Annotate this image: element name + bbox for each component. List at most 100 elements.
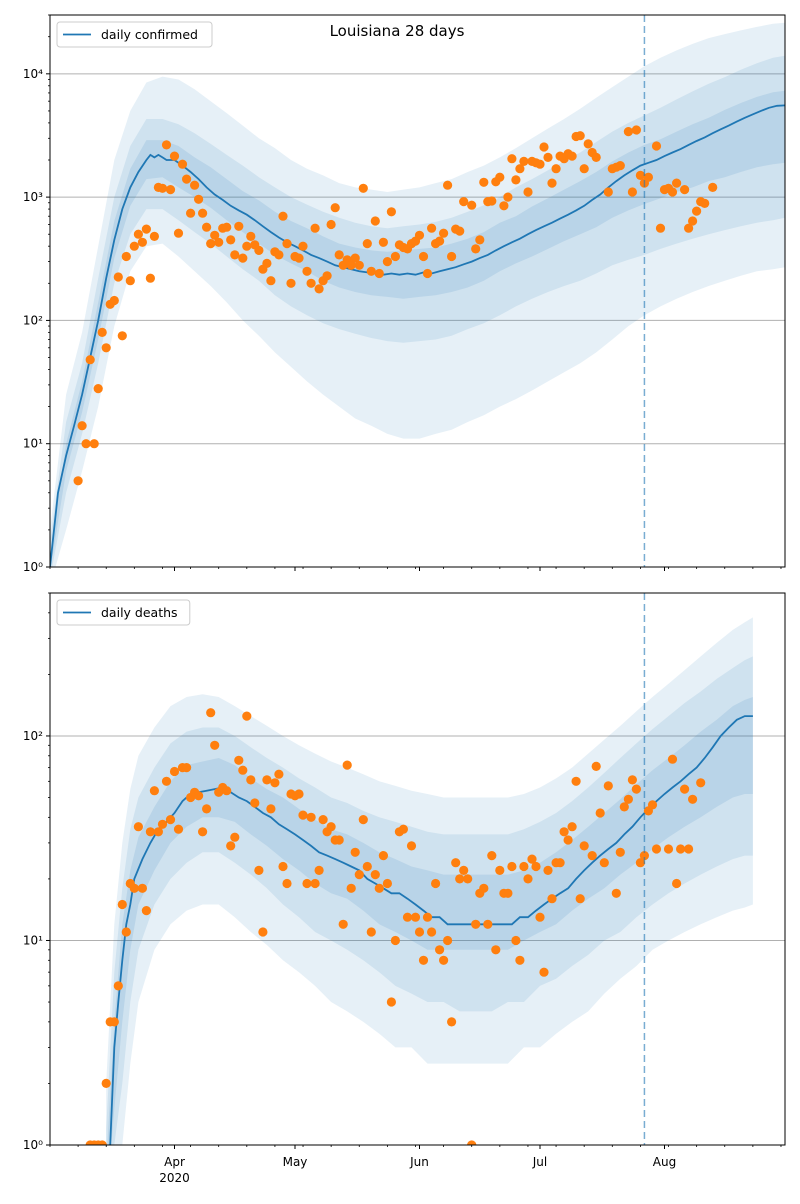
observed-point bbox=[230, 250, 240, 260]
observed-point bbox=[475, 235, 485, 245]
observed-point bbox=[282, 239, 292, 249]
observed-point bbox=[688, 794, 698, 804]
observed-point bbox=[595, 808, 605, 818]
observed-point bbox=[651, 844, 662, 854]
observed-point bbox=[362, 861, 372, 872]
x-year-label: 2020 bbox=[159, 1171, 190, 1185]
observed-point bbox=[579, 164, 589, 174]
observed-point bbox=[133, 229, 143, 239]
observed-point bbox=[615, 161, 625, 171]
band-95 bbox=[106, 617, 753, 1145]
observed-point bbox=[487, 851, 497, 861]
observed-point bbox=[503, 192, 513, 202]
observed-point bbox=[672, 178, 682, 188]
observed-point bbox=[555, 858, 565, 868]
observed-point bbox=[447, 1017, 457, 1027]
deaths-panel: 10⁰ 10¹ 10² Apr May Jun Jul Aug 2020 daily deaths bbox=[23, 592, 786, 1185]
observed-point bbox=[109, 295, 119, 306]
observed-point bbox=[169, 151, 180, 161]
axes-frame bbox=[49, 592, 786, 1146]
observed-point bbox=[206, 239, 216, 249]
observed-point bbox=[73, 476, 83, 486]
observed-point bbox=[314, 284, 324, 294]
observed-point bbox=[161, 776, 172, 786]
observed-point bbox=[688, 216, 698, 226]
observed-point bbox=[627, 775, 638, 785]
axes-frame bbox=[49, 14, 786, 568]
observed-point bbox=[173, 824, 184, 834]
observed-point bbox=[511, 175, 521, 185]
observed-point bbox=[511, 935, 521, 946]
observed-point bbox=[266, 804, 276, 814]
observed-point bbox=[214, 237, 224, 247]
observed-point bbox=[350, 847, 360, 857]
observed-point bbox=[149, 231, 159, 241]
observed-point bbox=[161, 140, 172, 150]
band-50 bbox=[107, 697, 753, 1145]
observed-point bbox=[398, 824, 408, 834]
observed-point bbox=[467, 1140, 477, 1145]
observed-point bbox=[145, 827, 155, 837]
observed-point bbox=[447, 251, 457, 262]
observed-point bbox=[551, 164, 561, 174]
observed-point bbox=[117, 331, 127, 341]
band-80 bbox=[50, 55, 785, 567]
observed-point bbox=[651, 141, 662, 151]
observed-point bbox=[298, 810, 308, 820]
observed-point bbox=[635, 170, 646, 180]
observed-point bbox=[591, 152, 601, 162]
observed-point bbox=[459, 197, 469, 207]
observed-point bbox=[684, 844, 694, 854]
observed-point bbox=[93, 384, 103, 394]
observed-point bbox=[700, 198, 710, 208]
observed-point bbox=[635, 858, 646, 868]
observed-point bbox=[334, 250, 344, 260]
observed-point bbox=[238, 253, 248, 263]
observed-point bbox=[543, 152, 553, 162]
observed-point bbox=[270, 778, 280, 788]
observed-point bbox=[692, 206, 702, 216]
observed-point bbox=[451, 858, 461, 868]
observed-point bbox=[190, 180, 200, 190]
observed-point bbox=[117, 899, 127, 910]
observed-point bbox=[137, 883, 147, 893]
observed-point bbox=[523, 187, 533, 197]
observed-point bbox=[631, 784, 642, 794]
observed-point bbox=[439, 955, 449, 965]
y-tick-label: 10² bbox=[23, 313, 43, 327]
observed-point bbox=[346, 260, 356, 270]
observed-point bbox=[386, 997, 396, 1007]
observed-point bbox=[85, 355, 95, 365]
observed-point bbox=[298, 241, 308, 251]
observed-point bbox=[157, 183, 168, 193]
observed-point bbox=[523, 874, 533, 884]
observed-point bbox=[603, 187, 613, 197]
observed-point bbox=[655, 223, 666, 233]
observed-point bbox=[414, 927, 425, 937]
observed-point bbox=[342, 760, 352, 770]
observed-point bbox=[238, 765, 248, 775]
y-tick-label: 10⁰ bbox=[23, 560, 43, 574]
observed-point bbox=[479, 883, 489, 893]
observed-point bbox=[435, 945, 445, 955]
observed-point bbox=[676, 844, 686, 854]
observed-point bbox=[330, 203, 340, 213]
x-tick-label: May bbox=[283, 1155, 308, 1169]
observed-point bbox=[81, 439, 91, 449]
observed-point bbox=[306, 812, 316, 822]
observed-point bbox=[234, 755, 244, 765]
observed-point bbox=[194, 194, 204, 204]
observed-point bbox=[210, 740, 220, 750]
observed-point bbox=[680, 185, 690, 195]
observed-point bbox=[623, 794, 634, 804]
observed-point bbox=[378, 237, 388, 247]
observed-point bbox=[157, 819, 168, 829]
median-line bbox=[50, 104, 785, 567]
observed-point bbox=[527, 854, 537, 864]
observed-point bbox=[507, 154, 517, 164]
observed-point bbox=[326, 219, 336, 230]
observed-point bbox=[129, 241, 139, 251]
observed-point bbox=[507, 861, 517, 872]
observed-point bbox=[198, 208, 208, 218]
observed-point bbox=[97, 327, 107, 337]
